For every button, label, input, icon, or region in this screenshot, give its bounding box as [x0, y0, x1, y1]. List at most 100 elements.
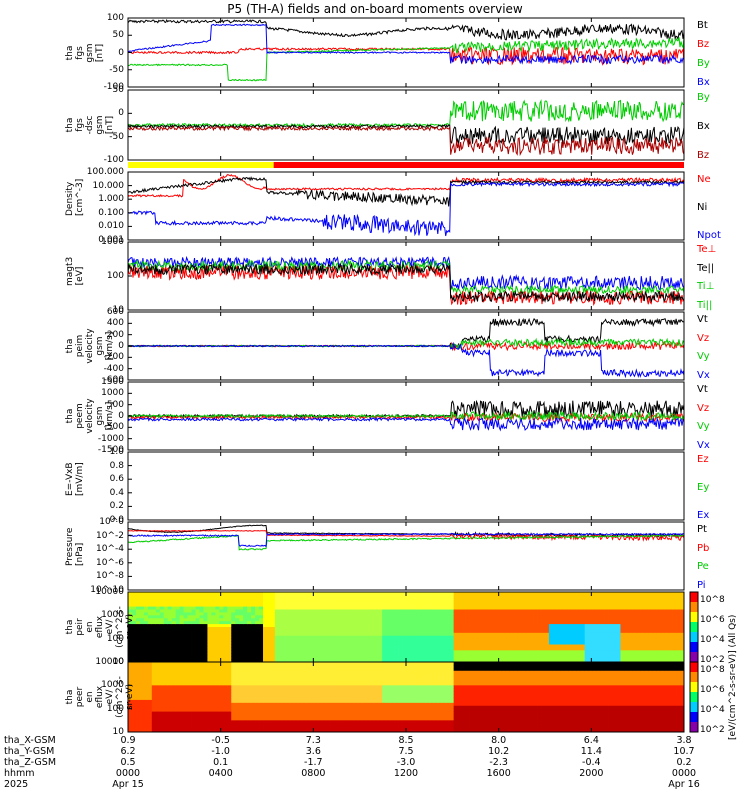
ion-spectrogram-cell: [664, 632, 669, 637]
ion-spectrogram-cell: [211, 606, 216, 610]
electron-spectrogram-cell: [211, 676, 216, 680]
ion-spectrogram-cell: [588, 600, 594, 605]
ion-spectrogram-cell: [644, 638, 649, 642]
ion-spectrogram-cell: [282, 606, 288, 610]
ion-spectrogram-cell: [636, 650, 641, 654]
electron-spectrogram-cell: [318, 720, 323, 724]
electron-spectrogram-cell: [128, 723, 133, 727]
ion-spectrogram-cell: [402, 650, 407, 654]
ion-spectrogram-cell: [358, 621, 363, 625]
ion-spectrogram-cell: [600, 641, 605, 645]
ion-spectrogram-cell: [644, 612, 649, 616]
ion-spectrogram-cell: [235, 659, 240, 663]
ion-spectrogram-cell: [556, 638, 562, 642]
electron-spectrogram-cell: [243, 717, 248, 721]
electron-spectrogram-cell: [263, 699, 268, 704]
electron-spectrogram-cell: [314, 723, 320, 727]
ion-spectrogram-cell: [350, 594, 355, 599]
ion-spectrogram-cell: [541, 653, 546, 657]
electron-spectrogram-cell: [378, 688, 383, 692]
ion-spectrogram-cell: [660, 603, 665, 607]
ion-spectrogram-cell: [425, 624, 431, 628]
ion-spectrogram-cell: [449, 632, 455, 637]
ion-spectrogram-cell: [346, 618, 351, 622]
ion-spectrogram-cell: [568, 621, 574, 625]
ion-spectrogram-cell: [632, 592, 637, 596]
ion-spectrogram-cell: [203, 618, 208, 622]
ion-spectrogram-cell: [398, 615, 403, 619]
ion-spectrogram-cell: [461, 638, 466, 642]
ion-spectrogram-cell: [568, 612, 574, 616]
ion-spectrogram-cell: [580, 638, 586, 642]
ion-spectrogram-cell: [147, 627, 153, 631]
ion-spectrogram-cell: [564, 632, 570, 637]
electron-spectrogram-cell: [302, 729, 308, 733]
electron-spectrogram-cell: [143, 714, 149, 718]
ion-spectrogram-cell: [350, 615, 355, 619]
electron-spectrogram-cell: [139, 679, 145, 683]
electron-spectrogram-cell: [159, 673, 165, 677]
ion-spectrogram-cell: [556, 635, 562, 640]
ion-spectrogram-cell: [211, 629, 216, 634]
electron-spectrogram-cell: [390, 688, 395, 692]
electron-spectrogram-cell: [278, 673, 284, 677]
electron-spectrogram-cell: [322, 714, 327, 718]
ion-spectrogram-cell: [680, 647, 685, 651]
ion-spectrogram-cell: [227, 644, 232, 648]
electron-spectrogram-cell: [310, 676, 316, 680]
electron-spectrogram-cell: [175, 729, 181, 733]
ion-spectrogram-cell: [652, 629, 657, 634]
ion-spectrogram-cell: [342, 650, 347, 654]
electron-spectrogram-cell: [163, 729, 169, 733]
electron-spectrogram-cell: [378, 726, 383, 730]
electron-spectrogram-cell: [298, 664, 304, 669]
ion-spectrogram-cell: [505, 653, 510, 657]
electron-spectrogram-cell: [274, 708, 280, 712]
ion-spectrogram-cell: [668, 641, 673, 645]
electron-spectrogram-cell: [191, 691, 196, 695]
ion-spectrogram-cell: [541, 632, 546, 637]
ion-spectrogram-cell: [481, 618, 486, 622]
ion-spectrogram-cell: [465, 615, 470, 619]
ion-spectrogram-cell: [672, 650, 677, 654]
ion-spectrogram-cell: [322, 656, 327, 660]
ion-spectrogram-cell: [382, 644, 387, 648]
electron-spectrogram-cell: [263, 667, 268, 672]
electron-spectrogram-cell: [330, 673, 335, 677]
ion-spectrogram-cell: [366, 635, 371, 640]
ion-spectrogram-cell: [672, 638, 677, 642]
ion-spectrogram-cell: [537, 629, 542, 634]
ion-spectrogram-cell: [131, 612, 137, 616]
electron-spectrogram-cell: [171, 667, 177, 672]
ion-spectrogram-cell: [195, 632, 200, 637]
ion-spectrogram-cell: [270, 597, 276, 602]
ion-spectrogram-cell: [406, 603, 411, 607]
ion-spectrogram-cell: [346, 597, 351, 602]
ion-spectrogram-cell: [282, 615, 288, 619]
electron-spectrogram-cell: [247, 717, 252, 721]
ion-spectrogram-cell: [489, 638, 494, 642]
ion-spectrogram-cell: [314, 656, 320, 660]
ion-spectrogram-cell: [592, 592, 598, 596]
ion-spectrogram-cell: [425, 600, 431, 605]
electron-spectrogram-cell: [354, 679, 359, 683]
ion-spectrogram-cell: [267, 659, 272, 663]
electron-spectrogram-cell: [151, 708, 157, 712]
ion-spectrogram-cell: [306, 609, 312, 613]
ion-spectrogram-cell: [294, 609, 300, 613]
electron-spectrogram-cell: [294, 662, 300, 666]
ion-spectrogram-cell: [342, 656, 347, 660]
electron-spectrogram-cell: [294, 697, 300, 701]
ion-spectrogram-cell: [390, 597, 395, 602]
ion-spectrogram-cell: [278, 606, 284, 610]
ion-spectrogram-cell: [394, 629, 399, 634]
electron-spectrogram-cell: [286, 723, 292, 727]
electron-spectrogram-cell: [219, 685, 224, 689]
electron-spectrogram-cell: [263, 682, 268, 686]
ion-spectrogram-cell: [477, 624, 482, 628]
ion-spectrogram-cell: [421, 594, 427, 599]
ion-spectrogram-cell: [255, 606, 260, 610]
ion-spectrogram-cell: [199, 635, 204, 640]
electron-spectrogram-cell: [175, 708, 181, 712]
electron-spectrogram-cell: [318, 664, 323, 669]
